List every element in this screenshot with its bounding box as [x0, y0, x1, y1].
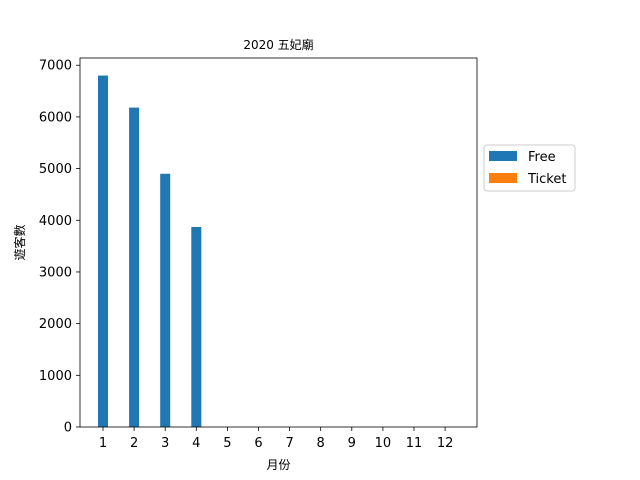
y-tick-label: 4000: [39, 214, 72, 229]
x-tick-label: 5: [223, 436, 231, 451]
bars-layer: [98, 75, 202, 428]
x-tick-label: 7: [285, 436, 293, 451]
y-tick-label: 5000: [39, 162, 72, 177]
y-tick-label: 1000: [39, 369, 72, 384]
chart-title: 2020 五妃廟: [243, 37, 313, 52]
x-tick-label: 8: [317, 436, 325, 451]
bar-free-1: [98, 75, 108, 427]
x-tick-label: 6: [254, 436, 262, 451]
legend-swatch-ticket: [489, 173, 517, 183]
y-tick-label: 7000: [39, 59, 72, 74]
x-axis: 1 2 3 4 5 6 7 8 9 10 11 12: [99, 427, 454, 451]
legend-label-ticket: Ticket: [527, 172, 566, 187]
bar-free-2: [129, 107, 140, 428]
y-tick-label: 6000: [39, 110, 72, 125]
y-tick-label: 0: [64, 421, 72, 436]
x-tick-label: 1: [99, 436, 107, 451]
x-tick-label: 9: [348, 436, 356, 451]
x-tick-label: 3: [161, 436, 169, 451]
x-tick-label: 10: [375, 436, 392, 451]
y-tick-label: 3000: [39, 265, 72, 280]
axes-frame: [79, 57, 478, 428]
bar-free-3: [160, 173, 171, 427]
x-tick-label: 2: [130, 436, 138, 451]
legend-label-free: Free: [528, 150, 556, 165]
legend: Free Ticket: [483, 144, 576, 192]
legend-swatch-free: [489, 151, 517, 161]
x-tick-label: 4: [192, 436, 200, 451]
y-axis: 0 1000 2000 3000 4000 5000 6000 7000: [39, 59, 80, 436]
x-tick-label: 11: [406, 436, 423, 451]
y-axis-title: 遊客數: [12, 224, 27, 260]
bar-free-4: [191, 227, 202, 427]
y-tick-label: 2000: [39, 317, 72, 332]
x-axis-title: 月份: [266, 458, 290, 472]
x-tick-label: 12: [437, 436, 454, 451]
